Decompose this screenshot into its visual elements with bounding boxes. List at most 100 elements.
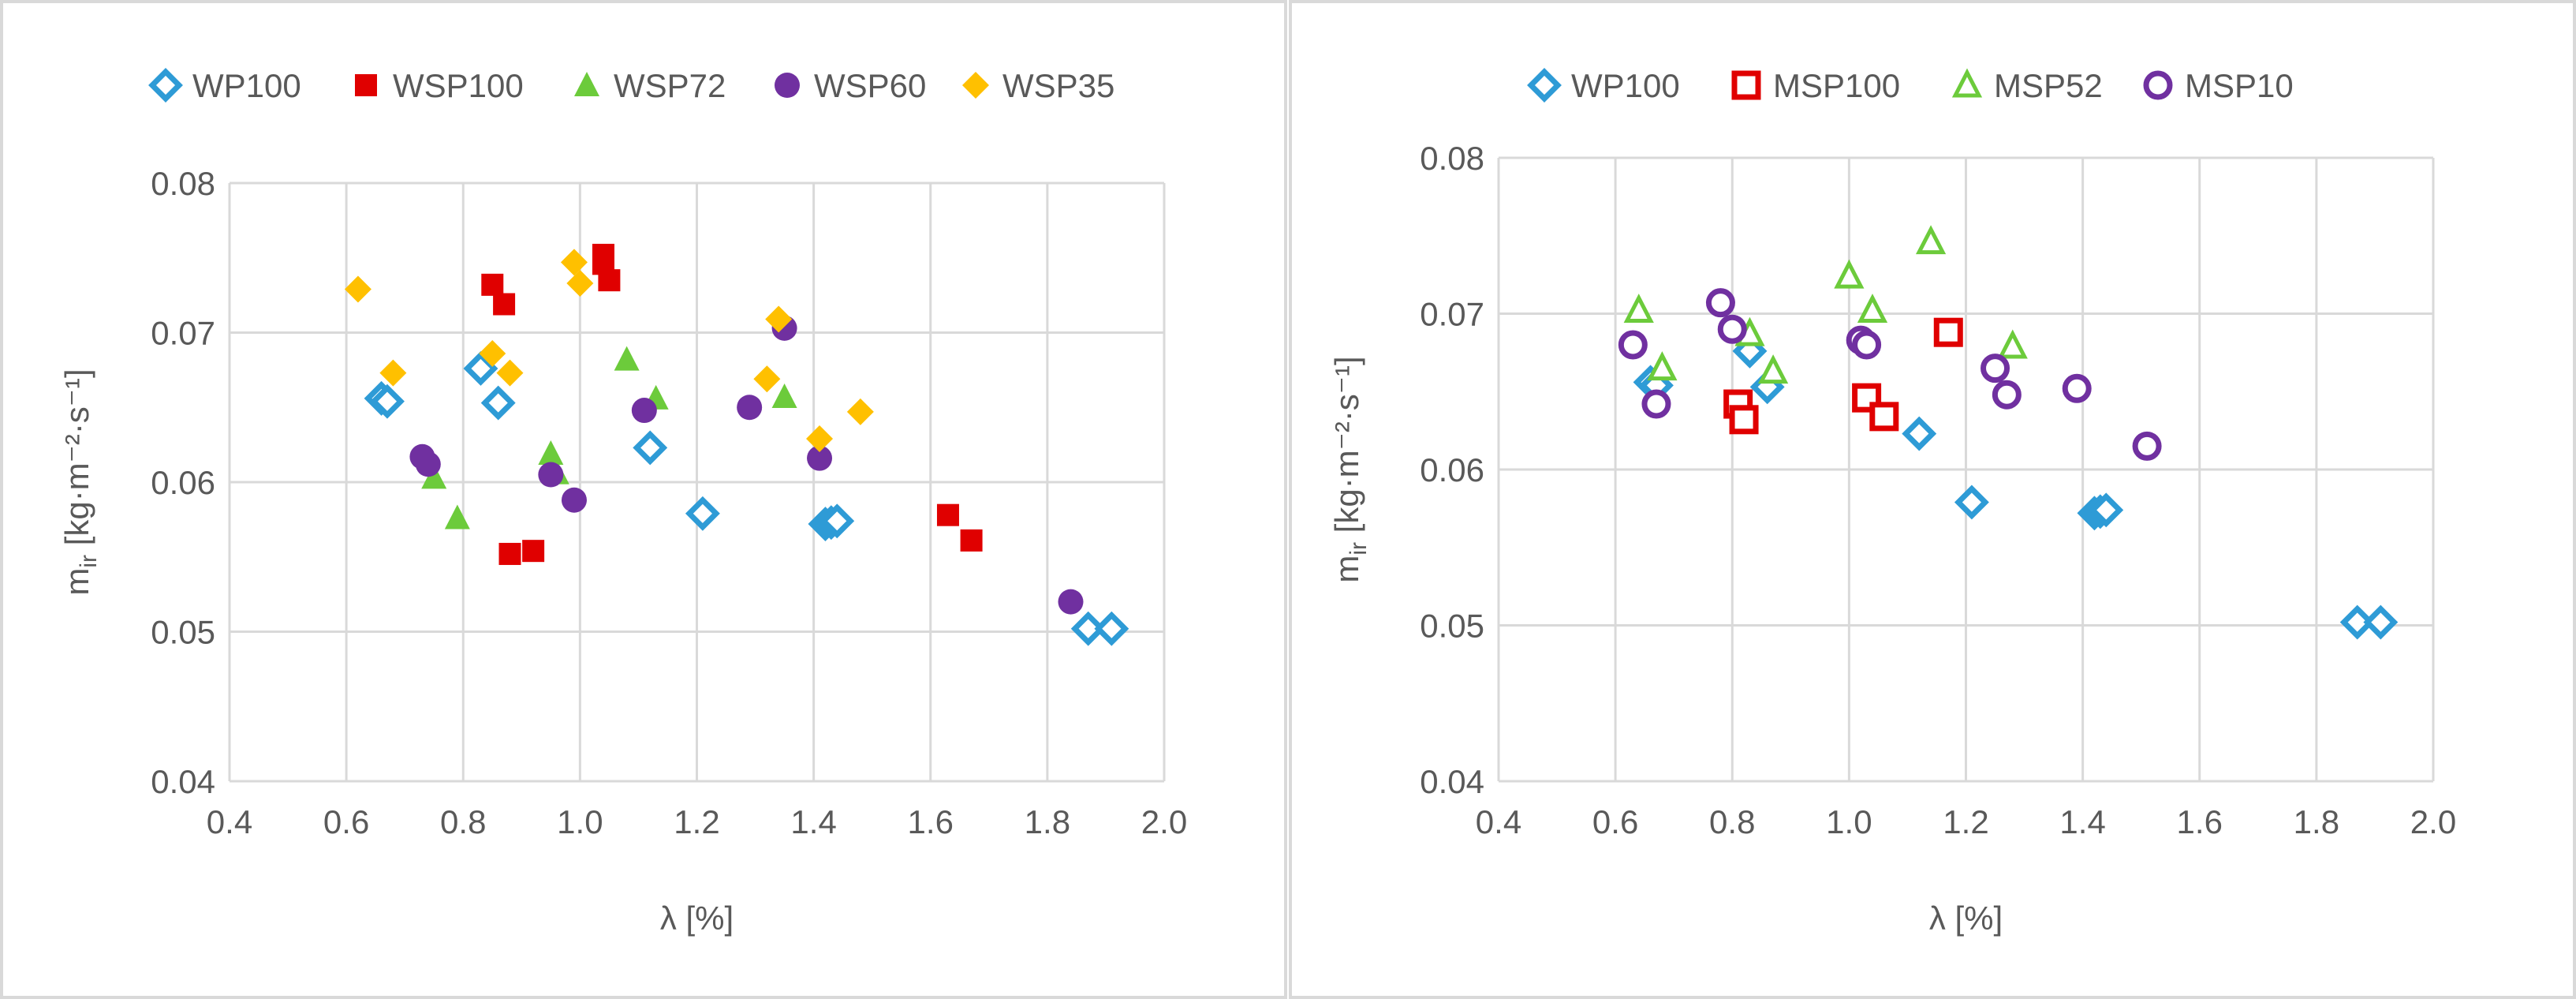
x-tick-label: 1.4 — [2059, 803, 2105, 840]
data-point-msp10 — [1992, 380, 2022, 410]
data-point-msp10 — [1852, 330, 1882, 360]
x-tick-label: 0.4 — [207, 803, 252, 840]
data-point-wsp100 — [522, 540, 545, 563]
data-point-msp52 — [1857, 294, 1888, 324]
data-point-wp100 — [1954, 485, 1989, 520]
legend-label: WP100 — [192, 67, 301, 104]
data-point-wsp35 — [496, 359, 524, 387]
legend-item-wp100: WP100 — [148, 67, 301, 104]
data-point-wsp60 — [415, 451, 441, 477]
legend-marker-wsp100 — [355, 74, 377, 96]
x-tick-label: 0.6 — [323, 803, 369, 840]
data-point-wp100 — [2363, 604, 2399, 640]
legend-item-wsp100: WSP100 — [355, 67, 524, 104]
y-tick-label: 0.05 — [151, 614, 215, 651]
data-point-wsp72 — [421, 464, 447, 489]
x-axis-label: λ [%] — [660, 900, 734, 937]
data-point-wsp35 — [846, 398, 874, 425]
x-tick-label: 1.2 — [1943, 803, 1988, 840]
data-point-msp10 — [1717, 314, 1747, 344]
data-point-wsp35 — [479, 340, 506, 368]
data-point-msp52 — [1834, 259, 1865, 289]
y-tick-label: 0.04 — [151, 763, 215, 800]
legend-label: WP100 — [1571, 67, 1680, 104]
data-point-msp52 — [1915, 225, 1947, 255]
x-tick-label: 2.0 — [1141, 803, 1187, 840]
data-point-msp100 — [1933, 317, 1963, 347]
data-point-wsp60 — [561, 487, 587, 513]
data-point-wsp100 — [960, 529, 983, 552]
data-point-wsp72 — [614, 346, 640, 371]
y-tick-label: 0.05 — [1420, 608, 1484, 645]
series-wsp100 — [481, 243, 983, 565]
data-point-wp100 — [1902, 416, 1937, 451]
data-point-wp100 — [1094, 611, 1129, 646]
series-msp10 — [1618, 288, 2162, 461]
right-scatter-chart: 0.4 0.6 0.8 1.0 1.2 1.4 1.6 1.8 2.0 0.04 0.05 0.06 0… — [1328, 67, 2456, 937]
legend-marker-wsp72 — [574, 72, 599, 96]
x-tick-label: 1.6 — [908, 803, 954, 840]
data-point-wsp35 — [753, 365, 781, 393]
data-point-wsp100 — [481, 273, 504, 296]
data-point-wp100 — [1070, 611, 1106, 646]
legend-marker-msp10 — [2143, 70, 2173, 100]
x-tick-label: 1.8 — [2294, 803, 2339, 840]
legend-item-msp100: MSP100 — [1731, 67, 1900, 104]
x-tick-label: 1.0 — [557, 803, 603, 840]
data-point-wsp100 — [936, 503, 959, 526]
legend-marker-msp52 — [1951, 68, 1983, 98]
legend-item-msp10: MSP10 — [2143, 67, 2294, 104]
data-point-wsp72 — [444, 504, 470, 529]
legend-marker-msp100 — [1731, 70, 1761, 100]
data-point-wsp72 — [538, 440, 564, 465]
x-tick-label: 1.2 — [674, 803, 719, 840]
data-point-msp10 — [1981, 354, 2010, 384]
y-tick-label: 0.08 — [151, 165, 215, 202]
legend-label: WSP72 — [614, 67, 726, 104]
y-tick-label: 0.06 — [1420, 451, 1484, 488]
legend-marker-wp100 — [1527, 68, 1562, 103]
data-point-wsp35 — [765, 305, 793, 333]
x-tick-label: 1.4 — [790, 803, 836, 840]
data-point-msp52 — [1757, 354, 1789, 384]
data-point-wsp60 — [631, 398, 657, 424]
legend-marker-wp100 — [148, 68, 183, 103]
legend-label: MSP100 — [1773, 67, 1900, 104]
legend-item-wsp60: WSP60 — [775, 67, 926, 104]
legend-label: WSP100 — [393, 67, 524, 104]
data-point-wp100 — [370, 384, 405, 419]
data-point-wp100 — [819, 503, 855, 539]
series-wp100 — [1633, 333, 2399, 640]
y-label-unit: [kg·m⁻²·s⁻¹] — [58, 369, 95, 555]
legend-marker-wsp60 — [775, 73, 800, 98]
data-point-msp10 — [2062, 373, 2092, 403]
data-point-wsp100 — [498, 542, 521, 565]
y-tick-label: 0.07 — [1420, 296, 1484, 333]
data-point-msp10 — [1641, 389, 1671, 419]
data-point-wsp35 — [806, 425, 834, 453]
y-label-sub: ir — [76, 555, 102, 568]
data-point-wp100 — [685, 496, 720, 531]
right-panel-border — [1289, 0, 2576, 999]
x-tick-label: 0.8 — [1709, 803, 1755, 840]
x-tick-label: 2.0 — [2410, 803, 2456, 840]
y-label-sub: ir — [1346, 542, 1372, 556]
left-scatter-chart: 0.4 0.6 0.8 1.0 1.2 1.4 1.6 1.8 2.0 0.04 0.05 0.06 0… — [58, 67, 1187, 937]
data-point-msp52 — [1647, 351, 1678, 381]
y-axis-label: mir [kg·m⁻²·s⁻¹] — [58, 369, 102, 595]
x-tick-label: 0.6 — [1592, 803, 1638, 840]
data-point-wp100 — [480, 385, 516, 421]
data-point-wsp60 — [737, 395, 763, 421]
legend-item-wsp72: WSP72 — [574, 67, 726, 104]
data-point-msp10 — [1705, 288, 1735, 318]
series-wsp60 — [409, 315, 1084, 615]
data-point-msp52 — [1997, 329, 2028, 359]
data-point-wsp60 — [807, 445, 833, 471]
data-point-wsp100 — [598, 269, 621, 292]
y-label-base: m — [58, 568, 95, 596]
legend-item-wsp35: WSP35 — [962, 67, 1114, 104]
series-wsp35 — [344, 249, 874, 453]
data-point-msp52 — [1623, 294, 1654, 324]
series-msp100 — [1723, 317, 1963, 435]
x-tick-label: 0.8 — [440, 803, 486, 840]
